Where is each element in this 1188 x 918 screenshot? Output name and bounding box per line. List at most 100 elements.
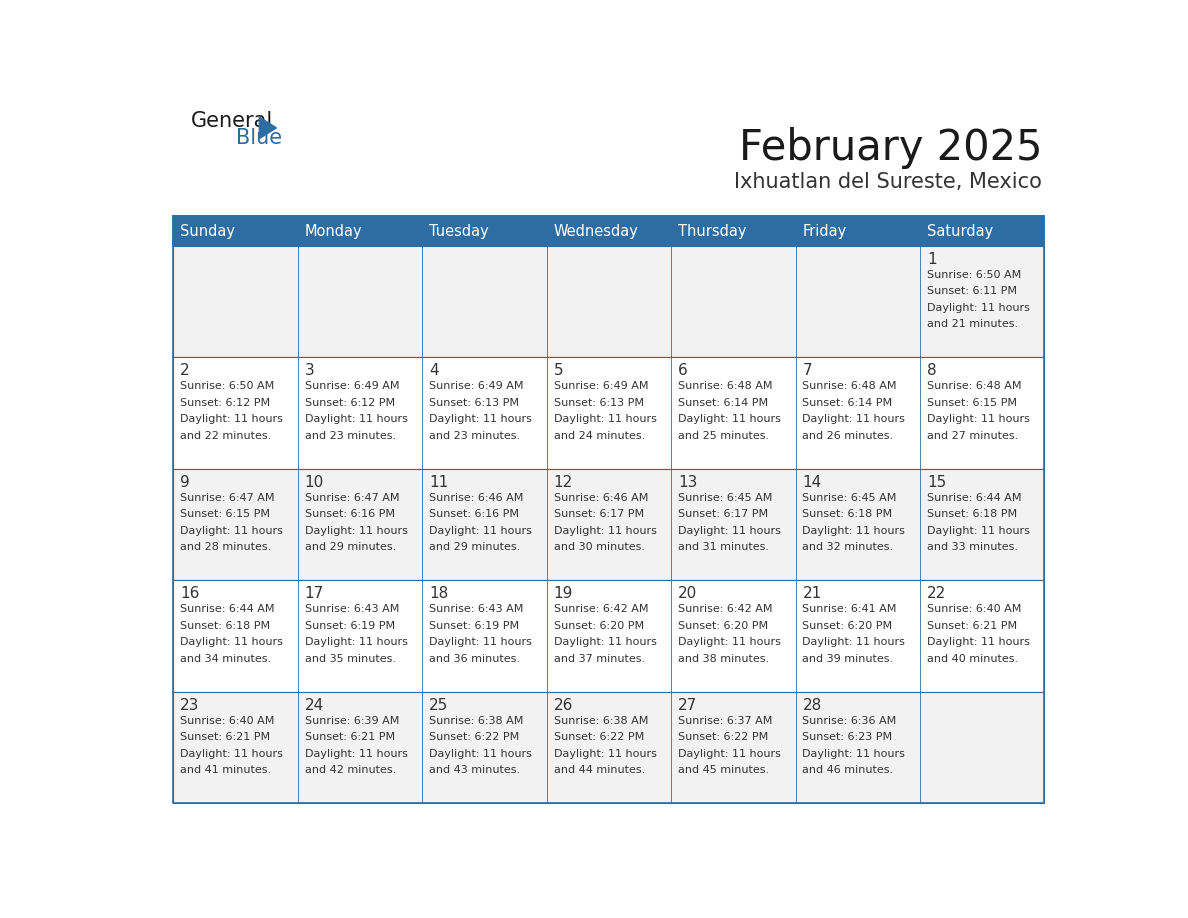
Text: Sunrise: 6:49 AM: Sunrise: 6:49 AM xyxy=(429,381,524,391)
Text: 19: 19 xyxy=(554,587,573,601)
Text: Sunset: 6:19 PM: Sunset: 6:19 PM xyxy=(304,621,394,631)
Text: Sunset: 6:16 PM: Sunset: 6:16 PM xyxy=(429,509,519,519)
Text: and 35 minutes.: and 35 minutes. xyxy=(304,654,396,664)
Text: Sunrise: 6:42 AM: Sunrise: 6:42 AM xyxy=(678,604,772,614)
Text: Daylight: 11 hours: Daylight: 11 hours xyxy=(554,414,657,424)
Text: Sunset: 6:21 PM: Sunset: 6:21 PM xyxy=(304,732,394,742)
Text: Daylight: 11 hours: Daylight: 11 hours xyxy=(181,414,283,424)
Text: Sunday: Sunday xyxy=(181,224,235,239)
Text: and 28 minutes.: and 28 minutes. xyxy=(181,543,272,553)
Text: and 45 minutes.: and 45 minutes. xyxy=(678,766,769,775)
Text: Sunset: 6:15 PM: Sunset: 6:15 PM xyxy=(927,397,1017,408)
Text: and 32 minutes.: and 32 minutes. xyxy=(802,543,893,553)
Text: Sunset: 6:22 PM: Sunset: 6:22 PM xyxy=(678,732,769,742)
Text: Blue: Blue xyxy=(236,128,283,148)
Text: Sunrise: 6:50 AM: Sunrise: 6:50 AM xyxy=(181,381,274,391)
Text: 9: 9 xyxy=(181,475,190,490)
Text: Sunset: 6:17 PM: Sunset: 6:17 PM xyxy=(678,509,769,519)
Text: Sunrise: 6:41 AM: Sunrise: 6:41 AM xyxy=(802,604,897,614)
Text: Sunset: 6:17 PM: Sunset: 6:17 PM xyxy=(554,509,644,519)
Text: February 2025: February 2025 xyxy=(739,127,1042,169)
Text: Wednesday: Wednesday xyxy=(554,224,638,239)
Text: Daylight: 11 hours: Daylight: 11 hours xyxy=(802,749,905,758)
Text: and 29 minutes.: and 29 minutes. xyxy=(429,543,520,553)
Text: Sunset: 6:11 PM: Sunset: 6:11 PM xyxy=(927,286,1017,297)
Text: Daylight: 11 hours: Daylight: 11 hours xyxy=(429,637,532,647)
Text: Sunset: 6:21 PM: Sunset: 6:21 PM xyxy=(927,621,1017,631)
Text: Sunrise: 6:48 AM: Sunrise: 6:48 AM xyxy=(927,381,1022,391)
Text: Sunrise: 6:40 AM: Sunrise: 6:40 AM xyxy=(927,604,1022,614)
Text: and 25 minutes.: and 25 minutes. xyxy=(678,431,769,441)
Text: and 44 minutes.: and 44 minutes. xyxy=(554,766,645,775)
Text: Monday: Monday xyxy=(304,224,362,239)
Text: 16: 16 xyxy=(181,587,200,601)
Text: 22: 22 xyxy=(927,587,946,601)
Text: and 23 minutes.: and 23 minutes. xyxy=(429,431,520,441)
Text: Sunrise: 6:49 AM: Sunrise: 6:49 AM xyxy=(554,381,649,391)
Text: Daylight: 11 hours: Daylight: 11 hours xyxy=(678,749,781,758)
Text: Sunrise: 6:38 AM: Sunrise: 6:38 AM xyxy=(429,715,524,725)
Text: 26: 26 xyxy=(554,698,573,712)
Text: 7: 7 xyxy=(802,364,813,378)
Text: 27: 27 xyxy=(678,698,697,712)
Text: General: General xyxy=(191,111,273,131)
Bar xyxy=(173,357,1044,469)
Text: Sunrise: 6:48 AM: Sunrise: 6:48 AM xyxy=(802,381,897,391)
Text: Daylight: 11 hours: Daylight: 11 hours xyxy=(304,637,407,647)
Text: and 39 minutes.: and 39 minutes. xyxy=(802,654,893,664)
Text: Sunrise: 6:45 AM: Sunrise: 6:45 AM xyxy=(678,493,772,502)
Text: and 36 minutes.: and 36 minutes. xyxy=(429,654,520,664)
Text: Sunrise: 6:50 AM: Sunrise: 6:50 AM xyxy=(927,270,1022,280)
Text: Sunset: 6:12 PM: Sunset: 6:12 PM xyxy=(304,397,394,408)
Text: and 29 minutes.: and 29 minutes. xyxy=(304,543,396,553)
Text: Sunset: 6:21 PM: Sunset: 6:21 PM xyxy=(181,732,271,742)
Text: and 22 minutes.: and 22 minutes. xyxy=(181,431,272,441)
Text: 21: 21 xyxy=(802,587,822,601)
Text: 18: 18 xyxy=(429,587,448,601)
Text: Sunset: 6:13 PM: Sunset: 6:13 PM xyxy=(554,397,644,408)
Text: Daylight: 11 hours: Daylight: 11 hours xyxy=(304,749,407,758)
Text: Daylight: 11 hours: Daylight: 11 hours xyxy=(678,414,781,424)
Text: 1: 1 xyxy=(927,252,936,267)
Text: Sunrise: 6:38 AM: Sunrise: 6:38 AM xyxy=(554,715,647,725)
Text: Sunset: 6:13 PM: Sunset: 6:13 PM xyxy=(429,397,519,408)
Text: Sunrise: 6:47 AM: Sunrise: 6:47 AM xyxy=(304,493,399,502)
Text: Daylight: 11 hours: Daylight: 11 hours xyxy=(554,526,657,535)
Text: Sunset: 6:20 PM: Sunset: 6:20 PM xyxy=(802,621,892,631)
Text: and 37 minutes.: and 37 minutes. xyxy=(554,654,645,664)
Text: 5: 5 xyxy=(554,364,563,378)
Text: Daylight: 11 hours: Daylight: 11 hours xyxy=(802,414,905,424)
Text: Daylight: 11 hours: Daylight: 11 hours xyxy=(554,749,657,758)
Text: and 23 minutes.: and 23 minutes. xyxy=(304,431,396,441)
Text: Sunrise: 6:37 AM: Sunrise: 6:37 AM xyxy=(678,715,772,725)
Text: 3: 3 xyxy=(304,364,315,378)
Text: Daylight: 11 hours: Daylight: 11 hours xyxy=(802,526,905,535)
Text: Sunset: 6:20 PM: Sunset: 6:20 PM xyxy=(554,621,644,631)
Text: Daylight: 11 hours: Daylight: 11 hours xyxy=(678,637,781,647)
Text: Sunrise: 6:42 AM: Sunrise: 6:42 AM xyxy=(554,604,649,614)
Text: Sunrise: 6:44 AM: Sunrise: 6:44 AM xyxy=(181,604,274,614)
Text: Daylight: 11 hours: Daylight: 11 hours xyxy=(927,637,1030,647)
Text: Daylight: 11 hours: Daylight: 11 hours xyxy=(304,526,407,535)
Text: Daylight: 11 hours: Daylight: 11 hours xyxy=(429,414,532,424)
Text: 17: 17 xyxy=(304,587,324,601)
Text: and 21 minutes.: and 21 minutes. xyxy=(927,319,1018,330)
Text: Sunset: 6:14 PM: Sunset: 6:14 PM xyxy=(678,397,769,408)
Text: and 27 minutes.: and 27 minutes. xyxy=(927,431,1018,441)
Text: Saturday: Saturday xyxy=(927,224,993,239)
Text: Sunrise: 6:45 AM: Sunrise: 6:45 AM xyxy=(802,493,897,502)
Text: Sunset: 6:18 PM: Sunset: 6:18 PM xyxy=(181,621,271,631)
Text: Sunset: 6:18 PM: Sunset: 6:18 PM xyxy=(927,509,1017,519)
Text: and 24 minutes.: and 24 minutes. xyxy=(554,431,645,441)
Text: and 33 minutes.: and 33 minutes. xyxy=(927,543,1018,553)
Text: 14: 14 xyxy=(802,475,822,490)
Text: 2: 2 xyxy=(181,364,190,378)
Bar xyxy=(173,580,1044,691)
Text: Daylight: 11 hours: Daylight: 11 hours xyxy=(927,414,1030,424)
Text: Sunset: 6:12 PM: Sunset: 6:12 PM xyxy=(181,397,271,408)
Text: 10: 10 xyxy=(304,475,324,490)
Bar xyxy=(173,217,1044,803)
Text: 28: 28 xyxy=(802,698,822,712)
Text: Thursday: Thursday xyxy=(678,224,746,239)
Text: and 41 minutes.: and 41 minutes. xyxy=(181,766,271,775)
